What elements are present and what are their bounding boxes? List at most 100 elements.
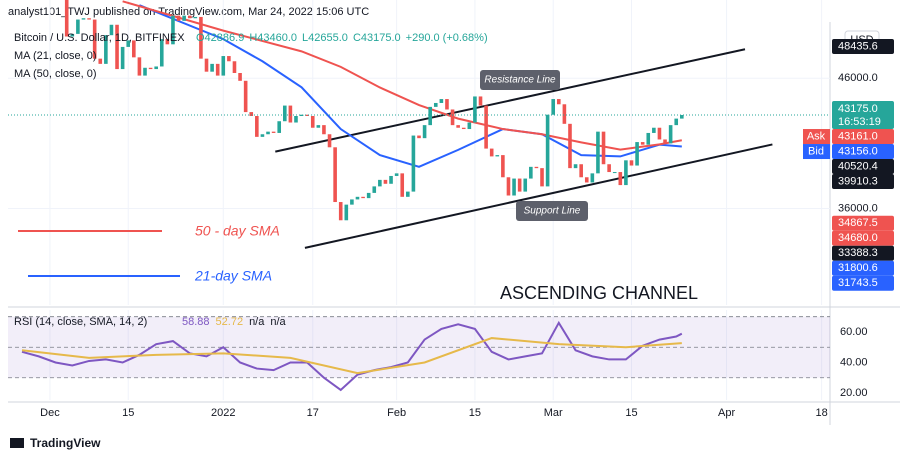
candle [143,67,147,76]
y-tick-label: 46000.0 [838,72,878,84]
candle [277,121,282,133]
quote-name: Bid [808,145,824,157]
price-label-box [832,38,894,54]
price-label: 43161.0 [838,130,878,142]
candle [176,15,181,21]
candle [98,58,103,64]
price-label: 31743.5 [838,277,878,289]
candle [294,116,298,123]
candle [489,148,494,157]
candle [372,186,377,193]
candle [601,131,606,165]
annotation: ASCENDING CHANNEL [500,283,698,303]
price-label: 33388.3 [838,247,878,259]
candle [171,15,175,45]
candle [551,99,556,115]
x-tick-label: 18 [815,407,827,419]
price-label: 39910.3 [838,175,878,187]
candle [76,19,80,34]
candle [327,134,332,148]
x-tick-label: Feb [387,407,406,419]
ohlc-value: H43460.0 [249,32,297,44]
candle [115,24,119,70]
candle [148,67,153,70]
candle [495,155,500,157]
candle [579,164,583,178]
candle [461,127,466,130]
candle [652,127,656,133]
candle [456,125,460,128]
candle [182,15,186,21]
candle [540,168,544,187]
x-tick-label: 15 [122,407,134,419]
candle [523,178,528,192]
candle [187,15,192,19]
candle [450,109,455,126]
candle [243,80,248,113]
candle [484,105,488,149]
candle [338,202,343,221]
candle [624,160,628,186]
candle [428,106,432,126]
candle [355,196,360,200]
candle [545,114,550,187]
candle [215,63,220,76]
price-label: 43175.0 [838,103,878,115]
candle [590,173,595,183]
rsi-pane [8,310,830,400]
candle [417,135,421,139]
candle [193,16,198,19]
candle [232,61,237,73]
candle [378,179,382,187]
y-tick-label: 20.00 [840,387,868,399]
price-label: 34867.5 [838,217,878,229]
candle [439,99,444,103]
candle [366,192,371,199]
x-tick-label: 2022 [211,407,235,419]
candle [612,172,617,174]
candle [109,24,114,36]
candle [596,131,600,174]
trend-line [275,48,746,153]
rsi-title: RSI (14, close, SMA, 14, 2) [14,316,147,328]
candle [70,33,75,37]
candle [271,131,276,133]
trend-label-box [516,201,588,221]
quote-tag [803,144,830,160]
candle [92,19,97,59]
annotation: 21-day SMA [194,268,272,284]
rsi-line [21,337,682,375]
candle [81,18,86,20]
candle [299,114,304,117]
candle [344,204,349,221]
candle [120,46,125,70]
candle [568,123,572,169]
candle [674,118,679,126]
candle [556,99,561,105]
candle [64,0,69,37]
price-label-box [832,159,894,175]
candle [104,35,108,64]
quote-tag [803,129,830,145]
candle [266,131,270,135]
ohlc-value: C43175.0 [353,32,401,44]
price-label-box [832,101,894,130]
x-tick-label: Mar [544,407,563,419]
rsi-line [21,320,683,392]
candle [607,164,611,173]
price-label-box [832,215,894,231]
trend-line [304,143,773,249]
annotation: 50 - day SMA [195,223,280,239]
candle [640,142,645,145]
candle [478,96,483,106]
x-tick-label: 15 [469,407,481,419]
trend-label-box [480,70,560,90]
candle [584,177,589,183]
countdown: 16:53:19 [838,116,881,128]
y-tick-label: 40.00 [840,356,868,368]
price-label-box [832,174,894,190]
candle [333,147,337,203]
logo: TradingView [10,436,101,450]
candle [534,166,539,169]
